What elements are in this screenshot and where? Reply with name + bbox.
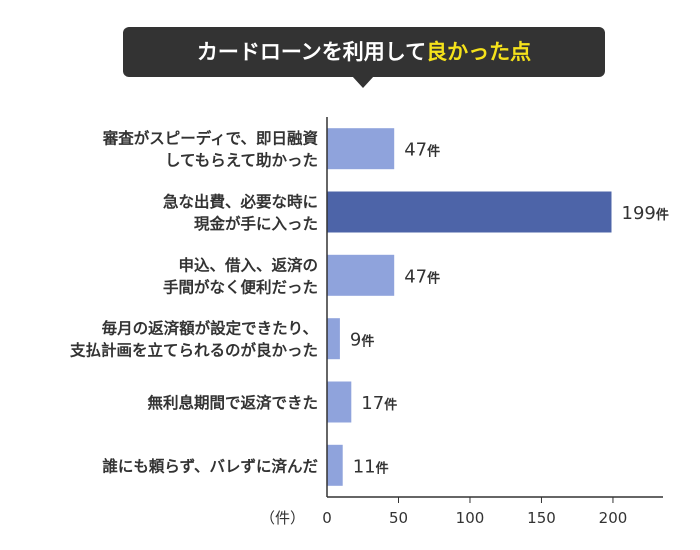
- chart-title-highlight: 良かった点: [426, 40, 532, 64]
- category-label-6: 誰にも頼らず、バレずに済んだ: [102, 456, 318, 475]
- value-unit-6: 件: [376, 460, 389, 476]
- bar-5: [327, 381, 352, 423]
- x-tick-label-0: 0: [322, 509, 332, 527]
- category-label-4-line-1: 毎月の返済額が設定できたり、: [102, 319, 318, 338]
- category-label-2-line-2: 現金が手に入った: [194, 214, 318, 233]
- category-label-4: 毎月の返済額が設定できたり、支払計画を立てられるのが良かった: [69, 319, 318, 360]
- value-unit-1: 件: [427, 144, 440, 160]
- category-label-1: 審査がスピーディで、即日融資してもらえて助かった: [102, 129, 319, 170]
- x-tick-label-200: 200: [599, 509, 628, 527]
- chart-title: カードローンを利用して良かった点: [123, 27, 605, 77]
- bar-3: [327, 254, 395, 296]
- category-label-1-line-2: してもらえて助かった: [165, 151, 318, 170]
- x-tick-label-50: 50: [389, 509, 408, 527]
- value-unit-2: 件: [656, 207, 669, 223]
- category-labels-layer: 審査がスピーディで、即日融資してもらえて助かった急な出費、必要な時に現金が手に入…: [69, 129, 319, 476]
- title-callout: カードローンを利用して良かった点: [123, 27, 605, 88]
- title-callout-pointer: [352, 76, 374, 88]
- category-label-2: 急な出費、必要な時に現金が手に入った: [163, 192, 318, 233]
- bar-1: [327, 128, 395, 170]
- chart-title-main: カードローンを利用して: [196, 40, 427, 64]
- value-unit-3: 件: [427, 270, 440, 286]
- value-unit-4: 件: [361, 334, 374, 350]
- value-label-6: 11件: [353, 456, 389, 477]
- bars-layer: [327, 128, 612, 486]
- x-axis-unit-label: （件）: [260, 509, 305, 527]
- bar-6: [327, 444, 343, 486]
- value-number-1: 47: [404, 140, 427, 161]
- value-label-3: 47件: [404, 266, 440, 287]
- category-label-6-line-1: 誰にも頼らず、バレずに済んだ: [102, 456, 318, 475]
- bar-4: [327, 318, 340, 360]
- value-label-2: 199件: [622, 203, 669, 224]
- x-tick-label-100: 100: [456, 509, 485, 527]
- value-label-1: 47件: [404, 140, 440, 161]
- category-label-2-line-1: 急な出費、必要な時に: [163, 192, 318, 211]
- value-number-4: 9: [350, 330, 361, 351]
- value-label-5: 17件: [361, 393, 397, 414]
- axis-layer: [326, 117, 663, 498]
- value-number-3: 47: [404, 266, 427, 287]
- bar-2: [327, 191, 612, 233]
- category-label-3: 申込、借入、返済の手間がなく便利だった: [163, 255, 318, 296]
- value-number-2: 199: [622, 203, 656, 224]
- category-label-5-line-1: 無利息期間で返済できた: [147, 393, 318, 412]
- category-label-3-line-1: 申込、借入、返済の: [178, 255, 318, 274]
- category-label-4-line-2: 支払計画を立てられるのが良かった: [69, 341, 318, 360]
- value-unit-5: 件: [384, 397, 397, 413]
- value-number-6: 11: [353, 456, 376, 477]
- category-label-3-line-2: 手間がなく便利だった: [163, 277, 318, 296]
- value-number-5: 17: [361, 393, 384, 414]
- category-label-5: 無利息期間で返済できた: [147, 393, 318, 412]
- category-label-1-line-1: 審査がスピーディで、即日融資: [102, 129, 319, 148]
- x-axis-ticks-layer: 0 50 100 150 200 （件）: [260, 497, 627, 527]
- value-label-4: 9件: [350, 330, 374, 351]
- x-tick-label-150: 150: [527, 509, 556, 527]
